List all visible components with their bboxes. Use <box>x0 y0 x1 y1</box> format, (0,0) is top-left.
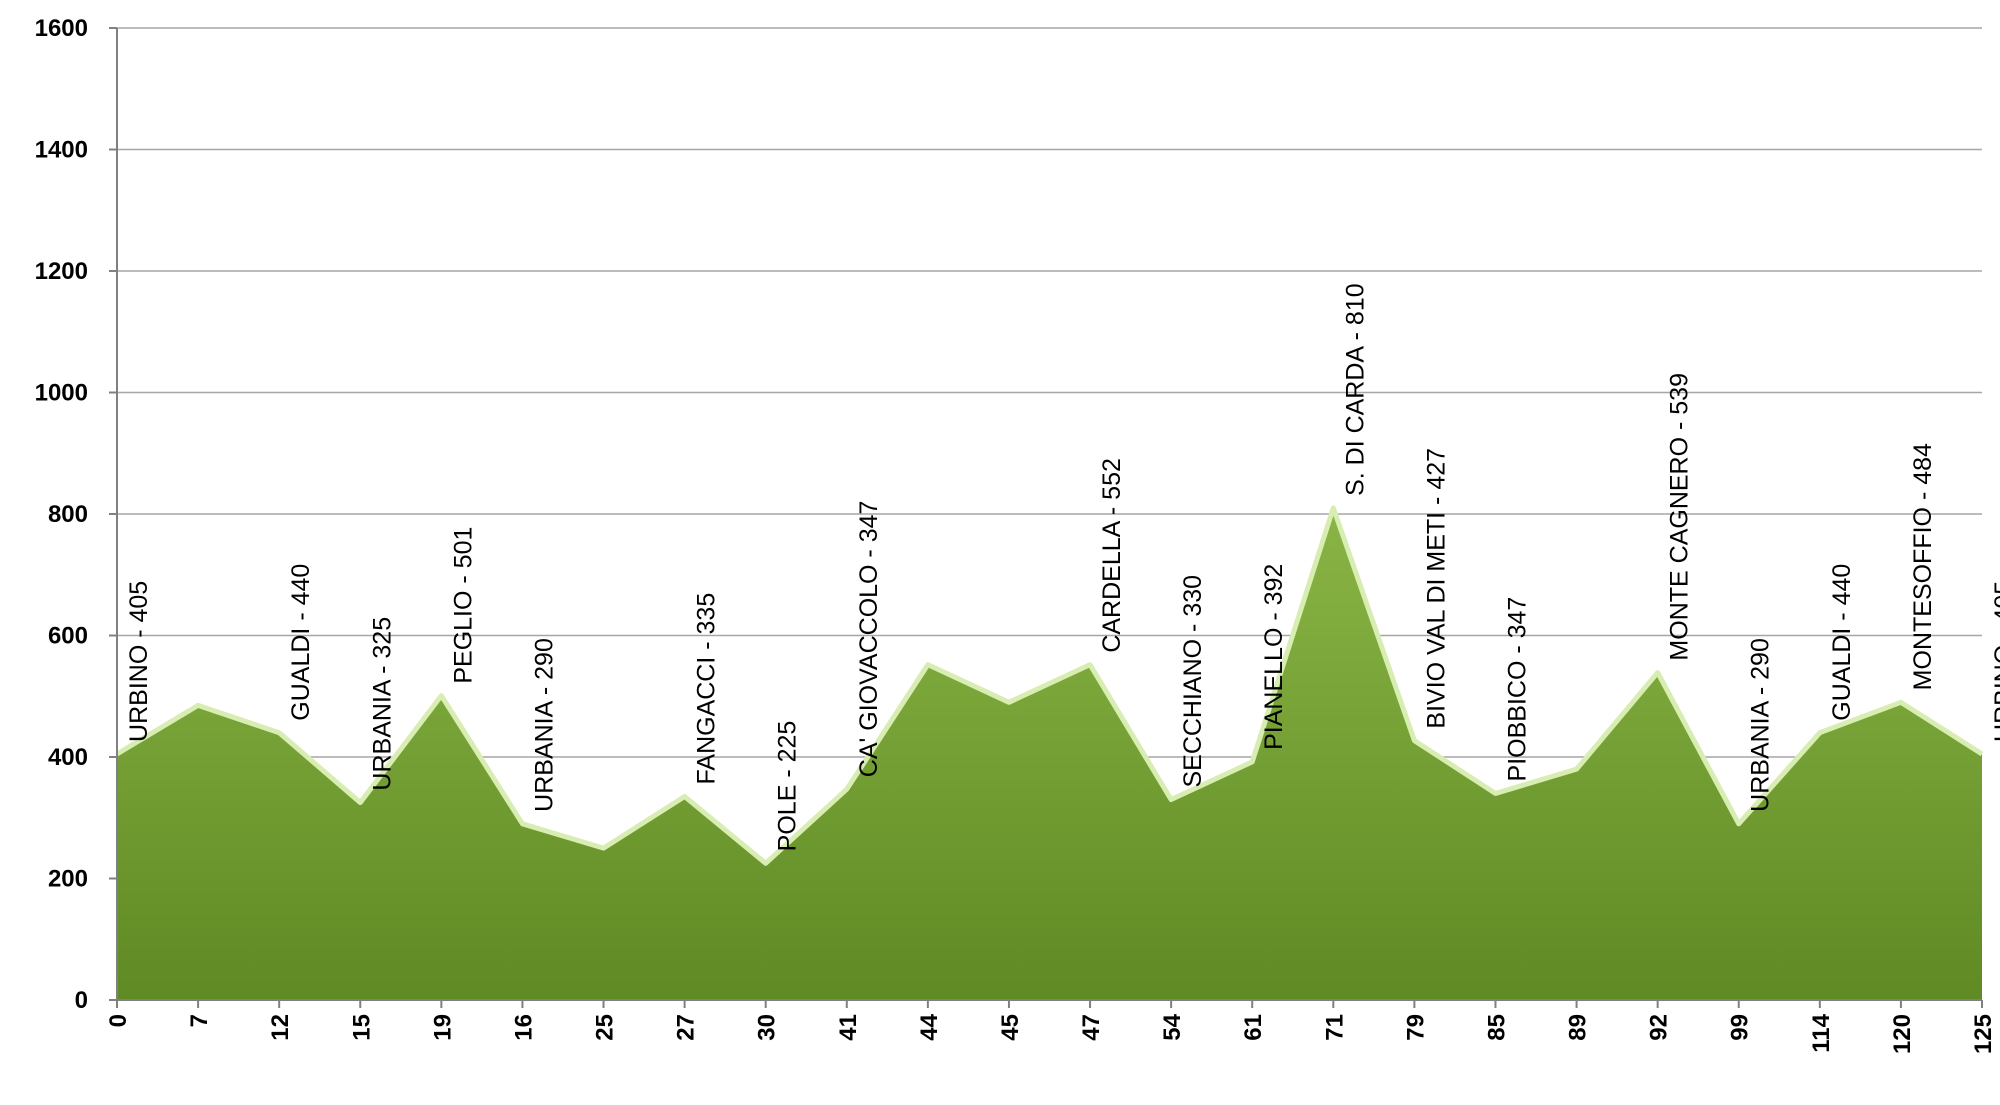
x-tick-label: 25 <box>592 1014 619 1041</box>
x-tick-label: 16 <box>510 1014 537 1041</box>
point-label: CARDELLA - 552 <box>1098 458 1126 653</box>
x-tick-label: 61 <box>1240 1014 1267 1041</box>
y-tick-label: 1600 <box>35 15 88 42</box>
x-tick-label: 0 <box>105 1014 132 1027</box>
x-tick-label: 54 <box>1159 1013 1186 1040</box>
x-tick-label: 12 <box>267 1014 294 1041</box>
x-tick-label: 89 <box>1565 1014 1592 1041</box>
x-tick-label: 114 <box>1808 1013 1835 1052</box>
x-tick-label: 44 <box>916 1013 943 1040</box>
point-label: GUALDI - 440 <box>1828 564 1856 721</box>
x-tick-label: 15 <box>348 1014 375 1041</box>
x-tick-label: 125 <box>1970 1014 1997 1054</box>
point-label: URBANIA - 325 <box>368 617 396 791</box>
point-label: PIANELLO - 392 <box>1260 564 1288 750</box>
y-tick-label: 1200 <box>35 258 88 285</box>
x-tick-label: 45 <box>997 1014 1024 1041</box>
data-labels: URBINO - 405 GUALDI - 440 URBANIA - 325 PEG… <box>125 283 2000 851</box>
point-label: FANGACCI - 335 <box>693 593 721 785</box>
point-label: POLE - 225 <box>774 721 802 852</box>
elevation-line <box>115 505 1984 866</box>
point-label: URBANIA - 290 <box>1747 638 1775 812</box>
x-tick-label: 85 <box>1483 1014 1510 1041</box>
y-tick-label: 400 <box>48 744 88 771</box>
x-tick-label: 92 <box>1646 1014 1673 1041</box>
point-label: S. DI CARDA - 810 <box>1341 283 1369 496</box>
x-tick-label: 99 <box>1727 1014 1754 1041</box>
point-label: URBANIA - 290 <box>530 638 558 812</box>
y-tick-label: 0 <box>75 987 88 1014</box>
point-label: MONTESOFFIO - 484 <box>1909 443 1937 690</box>
y-tick-label: 600 <box>48 623 88 650</box>
point-label: PIOBBICO - 347 <box>1503 597 1531 782</box>
x-tick-label: 120 <box>1889 1014 1916 1054</box>
x-axis-ticks: 0 7 12 15 19 16 25 27 30 41 44 45 47 54 61 71 79 85 89 92 99… <box>105 1000 1997 1054</box>
point-label: CA' GIOVACCOLO - 347 <box>855 501 883 778</box>
point-label: MONTE CAGNERO - 539 <box>1666 373 1694 661</box>
x-tick-label: 41 <box>835 1014 862 1041</box>
area-series <box>115 505 1984 1000</box>
point-label: URBINO - 405 <box>125 581 153 742</box>
x-tick-label: 27 <box>673 1014 700 1041</box>
x-tick-label: 71 <box>1321 1014 1348 1041</box>
x-tick-label: 79 <box>1402 1014 1429 1041</box>
point-label: PEGLIO - 501 <box>449 527 477 684</box>
y-tick-label: 1000 <box>35 380 88 407</box>
point-label: URBINO - 405 <box>1990 581 2000 742</box>
x-tick-label: 19 <box>429 1014 456 1041</box>
y-axis-ticks: 0 200 400 600 800 1000 1200 1400 1600 <box>35 15 117 1014</box>
y-tick-label: 1400 <box>35 137 88 164</box>
y-tick-label: 800 <box>48 501 88 528</box>
x-tick-label: 7 <box>186 1014 213 1027</box>
point-label: SECCHIANO - 330 <box>1179 575 1207 788</box>
x-tick-label: 47 <box>1078 1014 1105 1041</box>
elevation-area <box>117 507 1982 1000</box>
x-tick-label: 30 <box>754 1014 781 1041</box>
y-tick-label: 200 <box>48 866 88 893</box>
point-label: GUALDI - 440 <box>287 564 315 721</box>
point-label: BIVIO VAL DI METI - 427 <box>1422 448 1450 729</box>
